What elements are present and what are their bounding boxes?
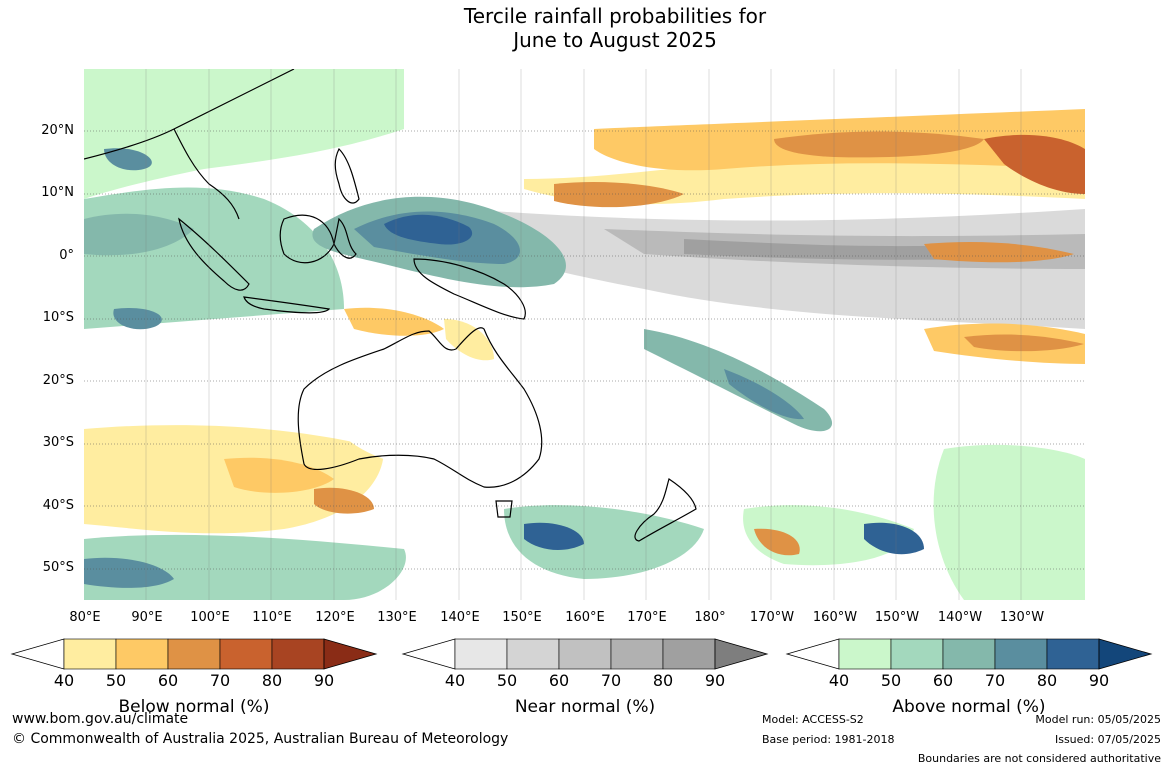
below-tick-60: 60 bbox=[157, 671, 179, 690]
below-tick-40: 40 bbox=[53, 671, 75, 690]
above-tick-80: 80 bbox=[1036, 671, 1058, 690]
new-guinea-outline bbox=[413, 258, 526, 320]
java-outline bbox=[243, 296, 331, 314]
near-tick-50: 50 bbox=[496, 671, 518, 690]
above-cbar-seg-5 bbox=[1046, 638, 1100, 670]
copyright-text: © Commonwealth of Australia 2025, Austra… bbox=[12, 731, 509, 747]
lon-label-110e: 110°E bbox=[252, 610, 292, 625]
title-line-1: Tercile rainfall probabilities for bbox=[463, 4, 767, 28]
lat-label-20s: 20°S bbox=[42, 373, 74, 388]
near-tick-60: 60 bbox=[548, 671, 570, 690]
lat-label-30s: 30°S bbox=[42, 435, 74, 450]
lat-label-40s: 40°S bbox=[42, 498, 74, 513]
graticule bbox=[84, 130, 1085, 570]
above-cbar-seg-1 bbox=[838, 638, 892, 670]
near-tick-90: 90 bbox=[704, 671, 726, 690]
map-title: Tercile rainfall probabilities for June … bbox=[0, 4, 1173, 52]
below-tick-90: 90 bbox=[313, 671, 335, 690]
lon-label-100e: 100°E bbox=[190, 610, 230, 625]
near-cbar-seg-1 bbox=[454, 638, 508, 670]
lon-label-150e: 150°E bbox=[502, 610, 542, 625]
lon-label-170e: 170°E bbox=[627, 610, 667, 625]
above-cbar-seg-2 bbox=[890, 638, 944, 670]
lon-label-130w: 130°W bbox=[999, 610, 1045, 625]
near-cbar-seg-5 bbox=[662, 638, 716, 670]
model-text: Model: ACCESS-S2 bbox=[762, 713, 864, 726]
near-tick-40: 40 bbox=[444, 671, 466, 690]
below-cbar-end-arrow bbox=[323, 638, 378, 670]
near-tick-80: 80 bbox=[652, 671, 674, 690]
above-tick-40: 40 bbox=[828, 671, 850, 690]
lon-label-140w: 140°W bbox=[937, 610, 983, 625]
near-tick-70: 70 bbox=[600, 671, 622, 690]
base-period-text: Base period: 1981-2018 bbox=[762, 733, 895, 746]
near-cbar-end-arrow bbox=[714, 638, 769, 670]
near-normal-colorbar bbox=[401, 638, 769, 670]
above-tick-70: 70 bbox=[984, 671, 1006, 690]
graticule-meridians bbox=[145, 69, 1022, 600]
lon-label-140e: 140°E bbox=[440, 610, 480, 625]
lon-label-120e: 120°E bbox=[315, 610, 355, 625]
lon-label-180: 180° bbox=[694, 610, 726, 625]
below-cbar-white-arrow bbox=[10, 638, 65, 670]
below-normal-legend-title: Below normal (%) bbox=[118, 697, 270, 717]
probability-shading bbox=[84, 69, 1085, 600]
lon-label-130e: 130°E bbox=[377, 610, 417, 625]
lat-label-50s: 50°S bbox=[42, 560, 74, 575]
lon-label-170w: 170°W bbox=[749, 610, 795, 625]
near-normal-legend-title: Near normal (%) bbox=[514, 697, 656, 717]
below-cbar-seg-3 bbox=[167, 638, 221, 670]
above-cbar-seg-4 bbox=[994, 638, 1048, 670]
mainland-asia-outline bbox=[84, 69, 295, 160]
lon-label-90e: 90°E bbox=[131, 610, 163, 625]
sumatra-outline bbox=[178, 217, 250, 291]
land-outlines bbox=[84, 69, 697, 542]
below-tick-70: 70 bbox=[209, 671, 231, 690]
lon-label-150w: 150°W bbox=[874, 610, 920, 625]
probability-map bbox=[84, 69, 1085, 600]
near-cbar-seg-3 bbox=[558, 638, 612, 670]
lon-label-80e: 80°E bbox=[69, 610, 101, 625]
lon-label-160e: 160°E bbox=[565, 610, 605, 625]
issued-text: Issued: 07/05/2025 bbox=[1054, 733, 1161, 746]
below-normal-colorbar bbox=[10, 638, 378, 670]
above-tick-90: 90 bbox=[1088, 671, 1110, 690]
below-cbar-seg-1 bbox=[63, 638, 117, 670]
title-line-2: June to August 2025 bbox=[513, 28, 717, 52]
lat-label-10s: 10°S bbox=[42, 310, 74, 325]
above-tick-60: 60 bbox=[932, 671, 954, 690]
above-cbar-end-arrow bbox=[1098, 638, 1153, 670]
above-normal-legend-title: Above normal (%) bbox=[892, 697, 1046, 717]
below-cbar-seg-5 bbox=[271, 638, 325, 670]
above-normal-colorbar bbox=[785, 638, 1153, 670]
lat-label-20n: 20°N bbox=[41, 123, 74, 138]
above-cbar-seg-3 bbox=[942, 638, 996, 670]
above-tick-50: 50 bbox=[880, 671, 902, 690]
below-cbar-seg-2 bbox=[115, 638, 169, 670]
lat-label-10n: 10°N bbox=[41, 185, 74, 200]
philippines-outline bbox=[334, 147, 360, 204]
tasmania-outline bbox=[495, 500, 513, 518]
near-cbar-seg-2 bbox=[506, 638, 560, 670]
australia-outline bbox=[297, 327, 543, 488]
below-cbar-seg-4 bbox=[219, 638, 273, 670]
sulawesi-outline bbox=[333, 217, 357, 259]
website-link[interactable]: www.bom.gov.au/climate bbox=[12, 711, 189, 727]
borneo-outline bbox=[279, 214, 335, 264]
model-run-text: Model run: 05/05/2025 bbox=[1035, 713, 1161, 726]
near-cbar-seg-4 bbox=[610, 638, 664, 670]
below-tick-50: 50 bbox=[105, 671, 127, 690]
near-cbar-white-arrow bbox=[401, 638, 456, 670]
below-tick-80: 80 bbox=[261, 671, 283, 690]
disclaimer-text: Boundaries are not considered authoritat… bbox=[917, 752, 1161, 765]
lon-label-160w: 160°W bbox=[812, 610, 858, 625]
above-cbar-white-arrow bbox=[785, 638, 840, 670]
new-zealand-outline bbox=[634, 478, 697, 542]
lat-label-0: 0° bbox=[59, 248, 74, 263]
